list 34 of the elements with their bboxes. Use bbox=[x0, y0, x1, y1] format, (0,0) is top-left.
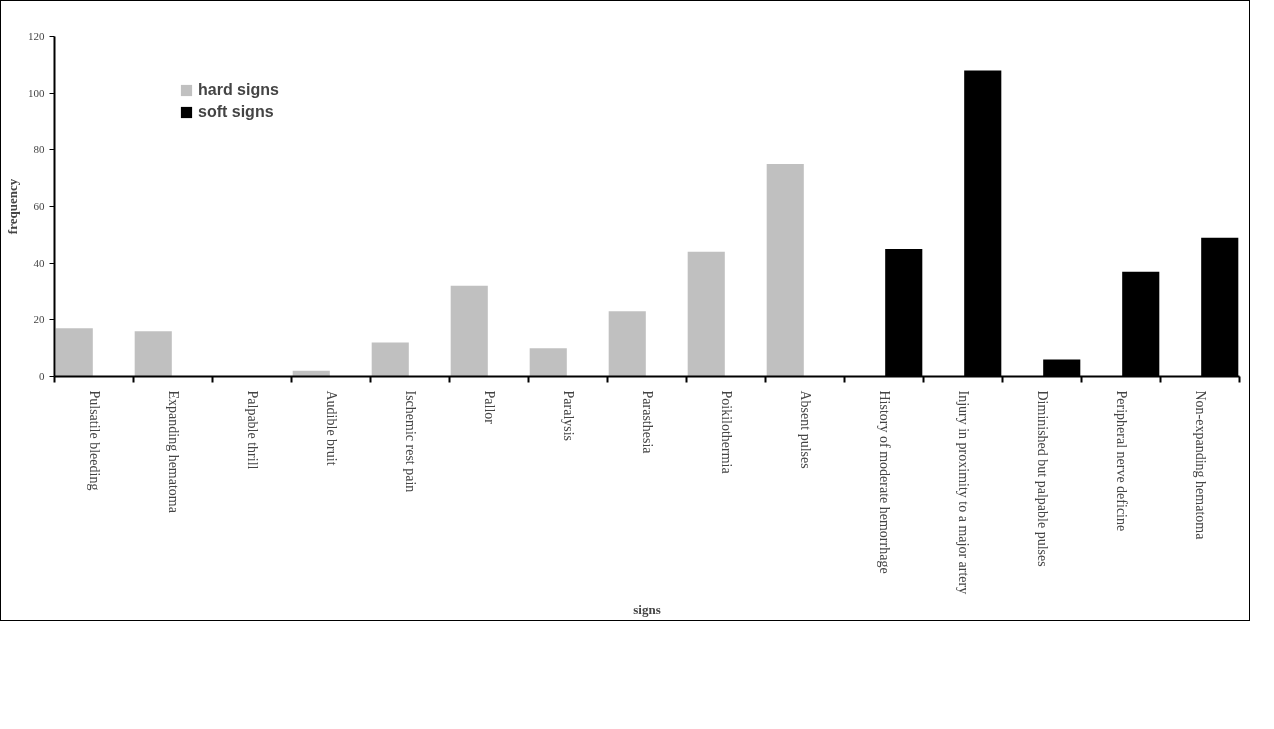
x-tick-label: Injury in proximity to a major artery bbox=[955, 390, 971, 595]
x-tick-label: Pulsatile bleeding bbox=[86, 390, 102, 491]
y-tick-label: 20 bbox=[33, 313, 45, 326]
legend-label: soft signs bbox=[198, 103, 274, 121]
bar bbox=[450, 285, 488, 377]
x-tick-label: Poikilothermia bbox=[718, 390, 734, 475]
x-tick-label: History of moderate hemorrhage bbox=[876, 390, 892, 574]
x-tick-label: Absent pulses bbox=[797, 390, 813, 469]
legend-label: hard signs bbox=[198, 81, 279, 99]
bar bbox=[529, 348, 567, 377]
bar bbox=[687, 251, 725, 377]
y-tick-label: 100 bbox=[28, 86, 45, 99]
x-tick-label: Expanding hematoma bbox=[165, 390, 181, 514]
y-axis-title: frequency bbox=[5, 178, 20, 235]
y-tick-label: 120 bbox=[28, 30, 45, 42]
bar bbox=[134, 331, 172, 377]
x-tick-label: Non-expanding hematoma bbox=[1192, 390, 1208, 541]
x-tick-label: Paralysis bbox=[560, 390, 576, 442]
bar bbox=[371, 342, 409, 377]
bar bbox=[55, 328, 93, 377]
y-tick-label: 60 bbox=[33, 200, 45, 212]
x-tick-label: Peripheral nerve deficine bbox=[1113, 390, 1129, 532]
x-tick-label: Pallor bbox=[481, 390, 497, 425]
x-tick-label: Audible bruit bbox=[323, 390, 339, 466]
x-axis-title: signs bbox=[633, 602, 661, 618]
y-tick-label: 40 bbox=[33, 256, 45, 269]
x-tick-label: Diminished but palpable pulses bbox=[1034, 390, 1050, 567]
x-tick-label: Ischemic rest pain bbox=[402, 390, 418, 493]
x-tick-label: Parasthesia bbox=[639, 390, 655, 455]
bar bbox=[766, 164, 804, 377]
x-tick-label: Palpable thrill bbox=[244, 390, 260, 470]
y-tick-label: 0 bbox=[39, 370, 45, 382]
y-tick-label: 80 bbox=[33, 143, 45, 156]
bar bbox=[608, 311, 646, 377]
